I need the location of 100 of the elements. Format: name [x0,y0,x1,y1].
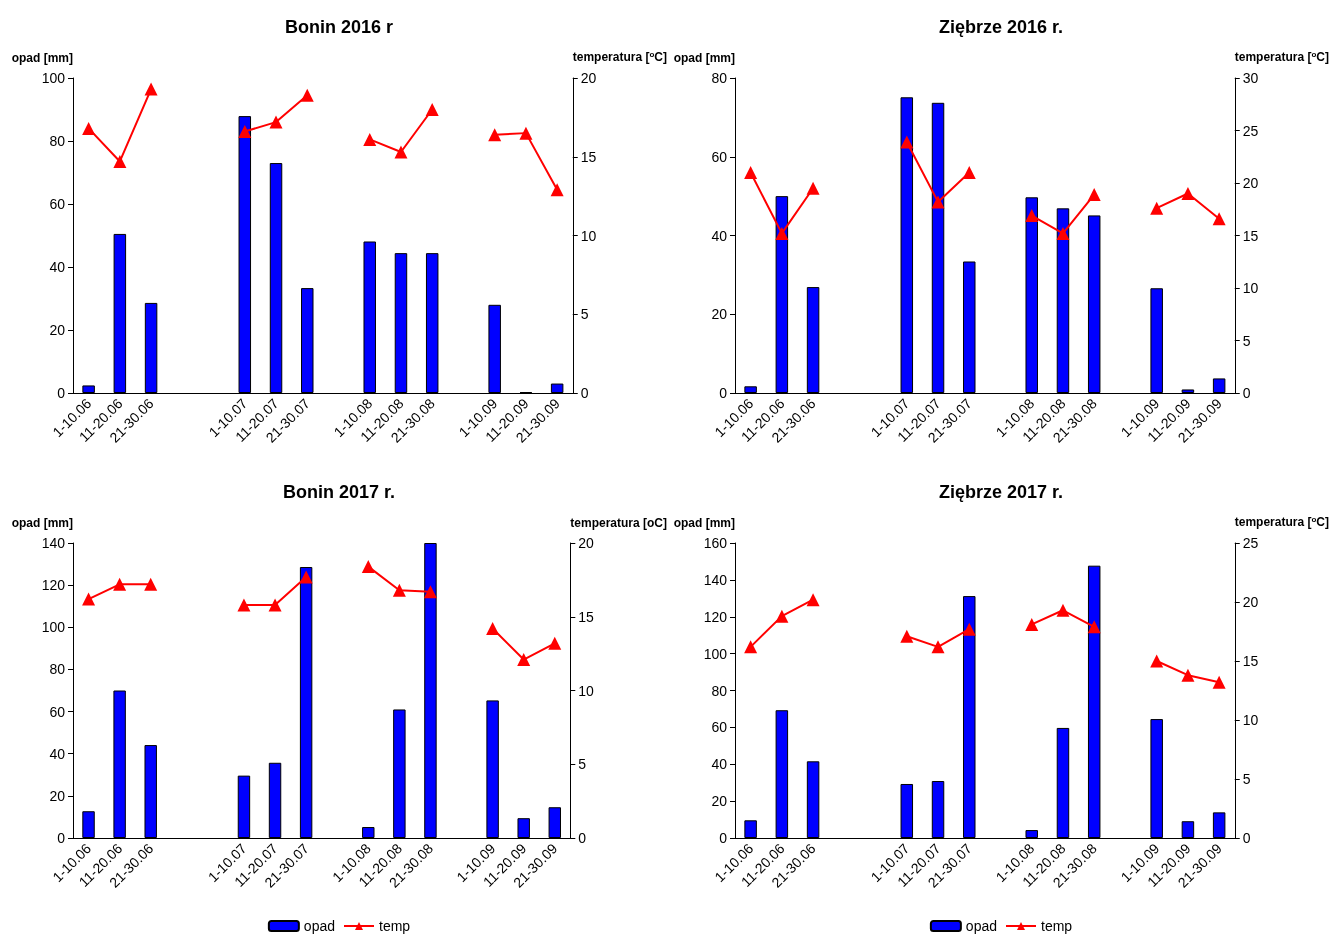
point [144,577,158,591]
y-tick-label: 0 [719,830,728,846]
point [1056,226,1070,240]
y2-tick-label: 5 [1242,771,1251,787]
point [517,653,531,667]
y-tick-label: 40 [711,756,728,773]
y2-tick-label: 0 [1242,830,1251,846]
y-tick-label: 20 [49,322,66,338]
y2-tick-label: 10 [580,227,597,244]
y-tick-label: 140 [703,571,728,588]
y-tick-label: 40 [49,259,66,275]
point [488,128,502,142]
y-tick-label: 0 [57,385,66,401]
y2-tick-label: 15 [578,608,595,625]
y-tick-label: 60 [711,719,728,736]
point [806,593,820,607]
y-tick-label: 120 [41,577,66,594]
point [1025,209,1039,223]
y-tick-label: 80 [49,133,66,149]
point [113,154,127,168]
y-tick-label: 0 [719,385,728,401]
y-tick-label: 40 [711,227,728,244]
point [394,145,408,159]
legend-label: temp [1041,918,1073,934]
y-tick-label: 120 [703,608,728,625]
y-tick-label: 40 [49,745,66,762]
point [361,560,375,574]
y-axis-title: opad [mm] [673,516,735,530]
y2-tick-label: 0 [1242,385,1251,401]
point [425,103,439,116]
point [931,195,945,209]
legend-label: temp [379,918,411,934]
y-tick-label: 160 [703,535,728,551]
y-tick-label: 20 [711,306,728,323]
point [486,622,500,636]
point [775,609,789,623]
y-tick-label: 20 [49,787,66,804]
y-tick-label: 20 [711,793,728,810]
point [931,640,945,654]
y2-tick-label: 20 [580,70,597,86]
y2-tick-label: 10 [1242,280,1259,296]
y2-tick-label: 20 [1242,594,1259,610]
y-tick-label: 80 [49,661,66,678]
point [300,88,314,102]
point [1150,201,1164,215]
y2-tick-label: 25 [1242,535,1259,551]
point [1087,188,1101,202]
y2-tick-label: 30 [1242,70,1259,86]
point [900,629,914,643]
y2-tick-label: 20 [578,535,595,551]
legend-label: opad [965,918,998,934]
point [962,622,976,636]
y2-axis-title: temperatura [oC] [570,516,668,530]
y-tick-label: 60 [711,148,728,165]
point [1087,620,1101,634]
point [269,115,283,129]
y2-tick-label: 15 [1242,653,1259,669]
y2-tick-label: 10 [1242,712,1259,728]
point [423,585,437,599]
point [900,135,914,149]
point [82,121,96,135]
point [1212,675,1226,689]
y-axis-title: opad [mm] [673,51,735,65]
y-axis-title: opad [mm] [11,516,73,530]
point [775,226,789,240]
point [268,598,282,612]
point [1181,187,1195,200]
y2-tick-label: 25 [1242,122,1259,139]
y-tick-label: 80 [711,682,728,699]
y2-tick-label: 10 [578,682,595,699]
y-tick-label: 80 [711,70,728,86]
chart-title: Bonin 2016 r [284,17,394,37]
y-tick-label: 100 [41,619,66,636]
y2-tick-label: 0 [578,830,587,846]
point [299,570,313,584]
point [144,82,158,96]
point [1212,212,1226,226]
point [744,640,758,654]
y2-tick-label: 5 [578,756,587,773]
y2-tick-label: 15 [580,148,597,165]
point [238,125,252,139]
point [113,577,127,591]
y2-tick-label: 5 [580,306,589,323]
point [237,598,251,612]
y2-tick-label: 15 [1242,227,1259,244]
y2-tick-label: 0 [580,385,589,401]
y-tick-label: 60 [49,703,66,720]
chart-title: Ziębrze 2016 r. [938,17,1064,37]
point [519,126,533,140]
point [806,181,820,195]
point [1056,603,1070,617]
y-tick-label: 0 [57,830,66,846]
y-tick-label: 100 [41,70,66,86]
point [1025,617,1039,631]
point [363,132,377,146]
point [1150,654,1164,668]
chart-title: Bonin 2017 r. [282,482,396,502]
legend-label: opad [303,918,336,934]
y-tick-label: 60 [49,196,66,212]
point [392,583,406,597]
